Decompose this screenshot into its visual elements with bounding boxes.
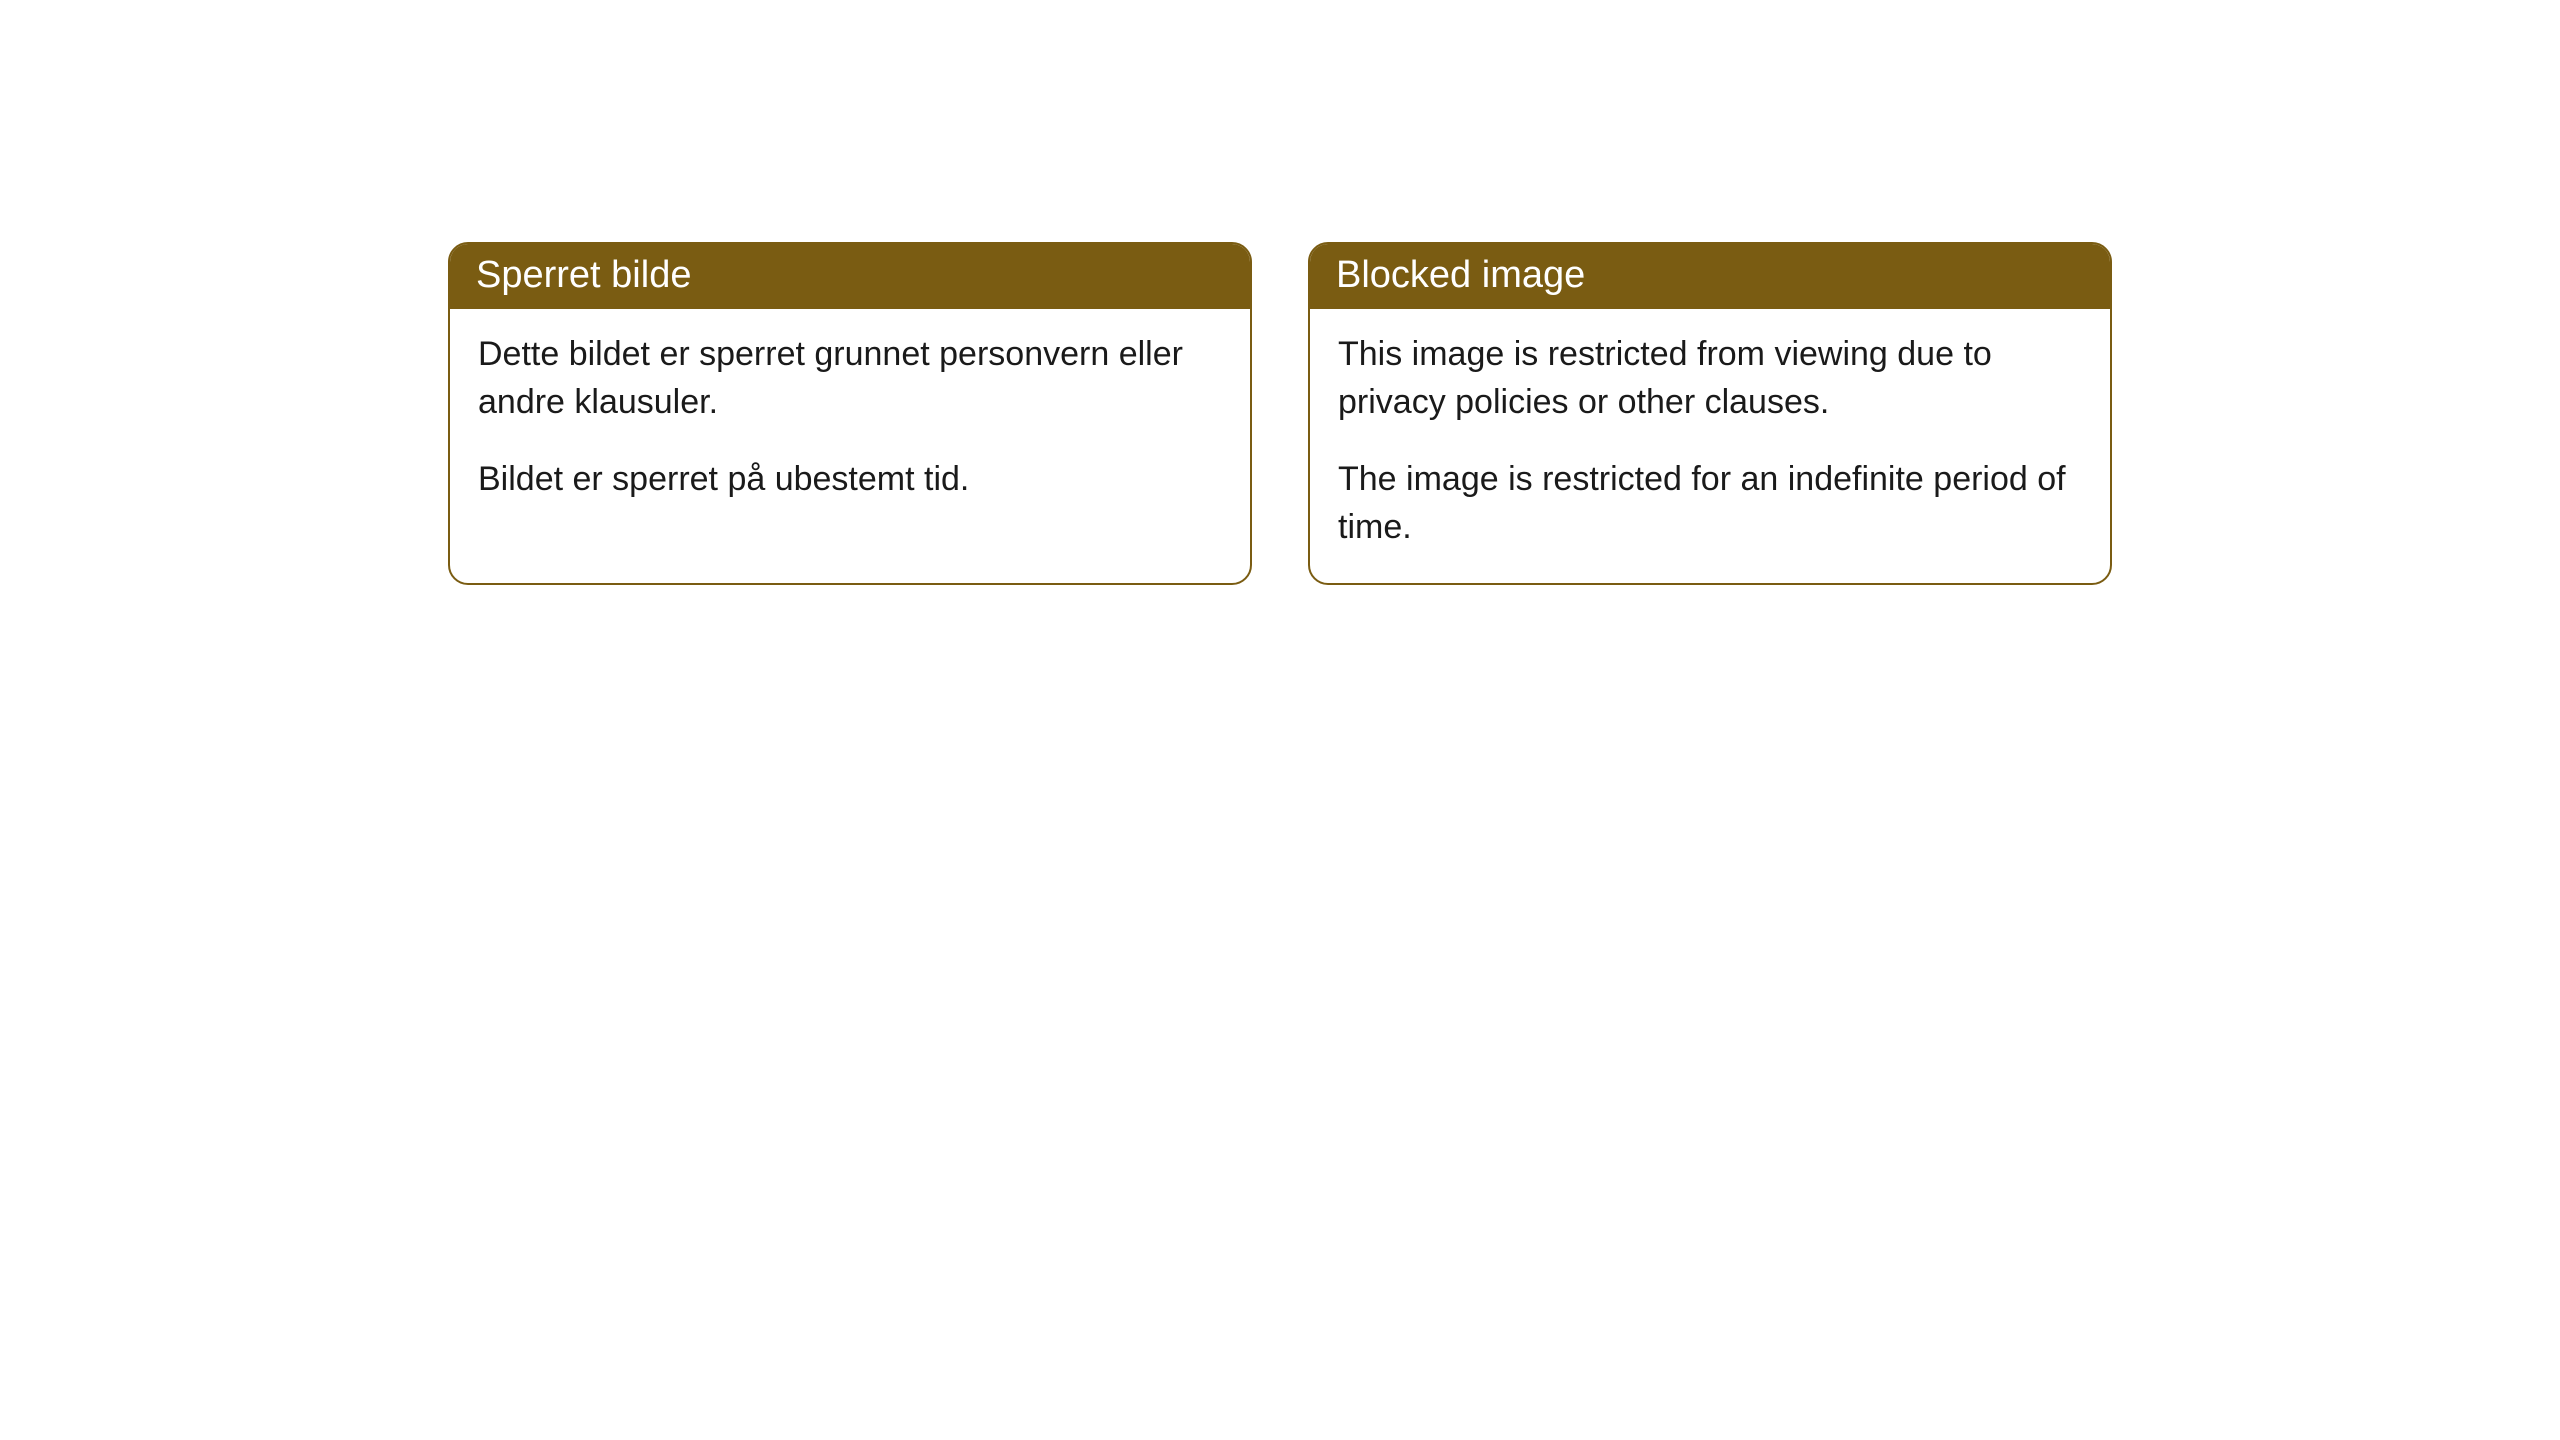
- card-title-no: Sperret bilde: [450, 244, 1250, 309]
- card-message-2-en: The image is restricted for an indefinit…: [1338, 456, 2082, 551]
- card-message-1-no: Dette bildet er sperret grunnet personve…: [478, 331, 1222, 426]
- card-body-no: Dette bildet er sperret grunnet personve…: [450, 309, 1250, 536]
- card-message-2-no: Bildet er sperret på ubestemt tid.: [478, 456, 1222, 504]
- card-title-en: Blocked image: [1310, 244, 2110, 309]
- notice-cards-container: Sperret bilde Dette bildet er sperret gr…: [0, 0, 2560, 585]
- card-message-1-en: This image is restricted from viewing du…: [1338, 331, 2082, 426]
- blocked-image-card-no: Sperret bilde Dette bildet er sperret gr…: [448, 242, 1252, 585]
- card-body-en: This image is restricted from viewing du…: [1310, 309, 2110, 583]
- blocked-image-card-en: Blocked image This image is restricted f…: [1308, 242, 2112, 585]
